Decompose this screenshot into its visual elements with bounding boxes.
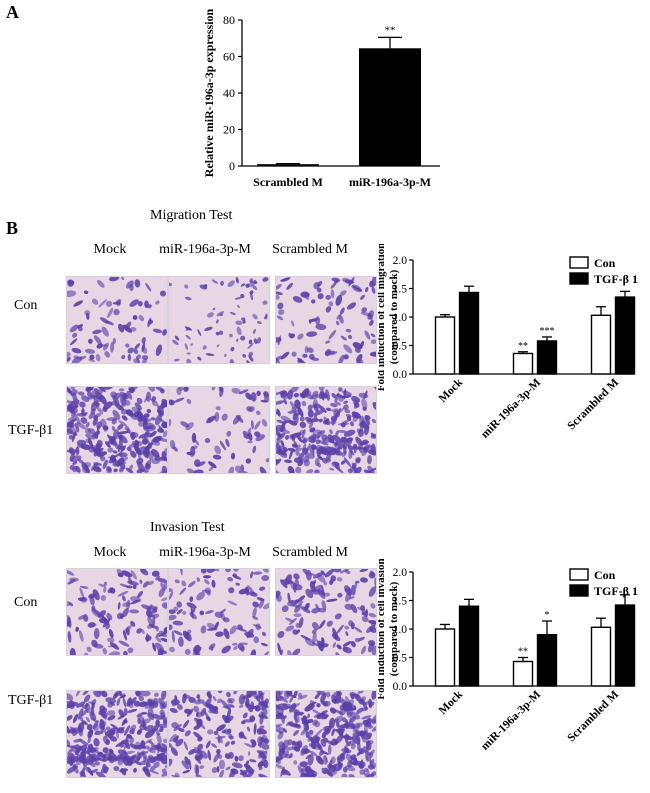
y-axis-label-line1: Fold induction of cell migration [378,244,387,391]
micrograph-texture [276,387,376,473]
bar-tgf1-0 [458,605,480,687]
significance-mark: ** [518,341,528,352]
bar-con-1 [512,352,534,375]
micrograph-texture [276,569,376,655]
legend-label-con: Con [594,568,616,582]
legend-swatch-tgf [569,584,589,597]
x-tick-label: miR-196a-3p-M [479,377,543,441]
migration-image-scrambled-con [275,276,377,364]
y-tick-label: 1.5 [393,284,408,296]
x-tick-label: Scrambled M [565,377,621,433]
x-tick-label: Mock [437,376,466,405]
y-tick-label: 0.0 [393,369,408,381]
y-tick-label: 2.0 [393,567,408,579]
migration-image-mir-con [168,276,270,364]
legend-label-tgf: TGF-β 1 [594,272,638,286]
migration-image-mock-tgf [66,386,168,474]
micrograph-texture [67,277,167,363]
y-tick-label: 0 [229,159,235,173]
chart-invasion: 0.0 0.5 1.0 1.5 2.0 Fold induction of cell in… [378,558,638,753]
y-tick-label: 0.5 [393,341,408,353]
micrograph-texture [67,387,167,473]
y-tick-label: 1.5 [393,596,408,608]
y-tick-label: 80 [223,13,235,27]
bar-tgf1-0 [458,291,480,375]
migration-row-con: Con [14,298,38,313]
invasion-col-mir: miR-196a-3p-M [159,545,251,560]
y-tick-label: 60 [223,50,235,64]
legend-swatch-con [569,568,589,581]
bar-tgf1-2 [614,296,636,375]
migration-col-scrambled: Scrambled M [272,242,348,257]
invasion-title: Invasion Test [150,520,225,535]
y-tick-label: 0.5 [393,653,408,665]
x-tick-label: Scrambled M [253,175,323,189]
micrograph-texture [67,691,167,777]
micrograph-texture [169,691,269,777]
micrograph-texture [276,277,376,363]
significance-mark: ** [385,24,396,36]
bar-con-2 [590,626,612,687]
y-axis-label-line1: Fold induction of cell invasion [378,558,387,699]
chart-migration: 0.0 0.5 1.0 1.5 2.0 Fold induction of cell mi… [378,244,638,441]
x-tick-label: Mock [437,688,466,717]
y-tick-label: 1.0 [393,624,408,636]
micrograph-texture [67,569,167,655]
bar-tgf1-2 [614,604,636,687]
bar-con-0 [434,316,456,375]
y-tick-label: 20 [223,123,235,137]
micrograph-texture [169,277,269,363]
significance-mark: *** [540,326,555,337]
bar-1 [359,48,421,166]
invasion-col-scrambled: Scrambled M [272,545,348,560]
bar-0 [257,164,319,166]
significance-mark: ** [518,647,528,658]
invasion-row-tgf: TGF-β1 [8,693,54,708]
micrograph-texture [169,387,269,473]
panel-a-label: A [6,2,19,22]
bar-tgf1-1 [536,633,558,687]
migration-col-mir: miR-196a-3p-M [159,242,251,257]
micrograph-texture [169,569,269,655]
x-tick-label: Scrambled M [565,689,621,745]
micrograph-texture [276,691,376,777]
significance-mark: * [545,610,550,621]
migration-image-mock-con [66,276,168,364]
bar-con-2 [590,314,612,375]
legend-label-con: Con [594,256,616,270]
y-axis-label-line2: (compared to mock) [388,269,400,364]
migration-title: Migration Test [150,208,233,223]
migration-row-tgf: TGF-β1 [8,423,54,438]
bar-con-0 [434,628,456,687]
bar-tgf1-1 [536,340,558,375]
invasion-row-con: Con [14,595,38,610]
bar-con-1 [512,660,534,687]
x-tick-label: miR-196a-3p-M [349,175,431,189]
y-tick-label: 0.0 [393,681,408,693]
chart-a-expression: 0 20 40 60 80 Relative miR-196a-3p expression… [202,8,440,189]
migration-image-mir-tgf [168,386,270,474]
invasion-image-scrambled-tgf [275,690,377,778]
legend-swatch-tgf [569,272,589,285]
invasion-col-mock: Mock [93,545,127,560]
y-axis-label: Relative miR-196a-3p expression [202,8,216,177]
invasion-image-mir-con [168,568,270,656]
legend-label-tgf: TGF-β 1 [594,584,638,598]
migration-col-mock: Mock [93,242,127,257]
x-tick-label: miR-196a-3p-M [479,689,543,753]
legend-swatch-con [569,256,589,269]
invasion-image-scrambled-con [275,568,377,656]
invasion-image-mock-tgf [66,690,168,778]
migration-image-scrambled-tgf [275,386,377,474]
y-tick-label: 2.0 [393,255,408,267]
invasion-image-mir-tgf [168,690,270,778]
y-tick-label: 40 [223,86,235,100]
invasion-image-mock-con [66,568,168,656]
y-axis-label-line2: (compared to mock) [388,581,400,676]
panel-b-label: B [6,218,19,238]
y-tick-label: 1.0 [393,312,408,324]
